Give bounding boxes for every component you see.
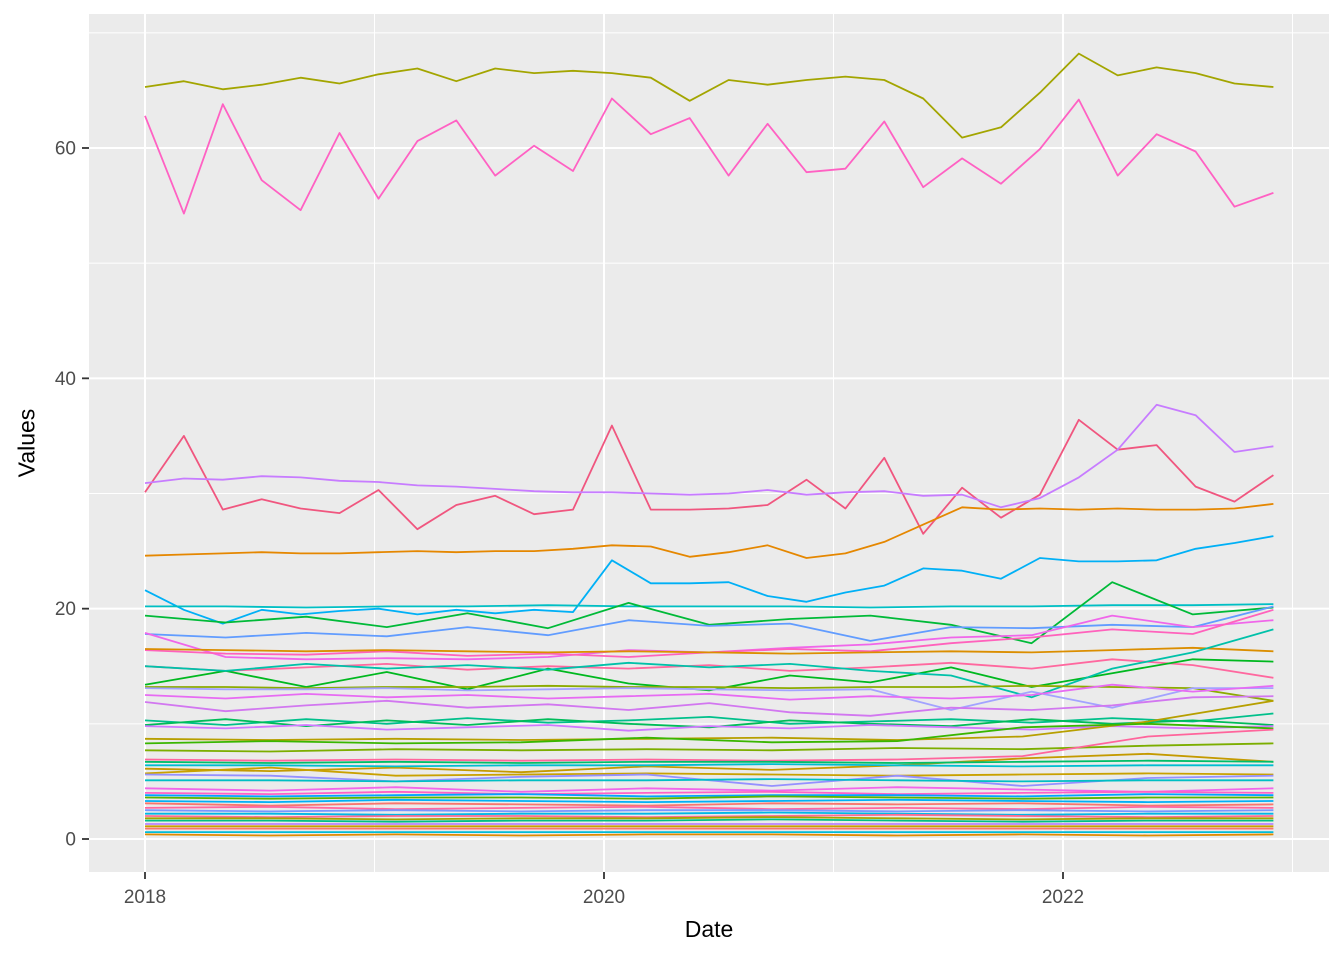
series-line	[145, 763, 1274, 768]
series-line	[144, 833, 1274, 837]
series-line	[144, 646, 1274, 655]
series-line	[145, 811, 1274, 816]
y-tick-label: 0	[65, 830, 76, 851]
series-line	[144, 722, 1274, 745]
series-line	[144, 52, 1274, 139]
x-axis-title: Date	[684, 916, 734, 942]
series-line	[144, 97, 1274, 215]
series-line	[144, 687, 1274, 711]
y-tick-label: 40	[55, 369, 76, 390]
series-line	[144, 605, 1274, 642]
series-line	[145, 816, 1274, 821]
plot-panel	[89, 14, 1329, 872]
series-line	[144, 695, 1274, 717]
series-line	[144, 581, 1274, 645]
series-line	[144, 712, 1274, 726]
series-line	[144, 790, 1274, 795]
series-line	[144, 798, 1274, 803]
series-line	[144, 628, 1274, 699]
y-tick-label: 20	[55, 599, 76, 620]
series-line	[145, 603, 1274, 609]
series-line	[144, 699, 1274, 741]
series-line	[145, 818, 1274, 823]
series-line	[144, 535, 1274, 625]
series-line	[144, 793, 1274, 798]
series-line	[144, 766, 1274, 777]
series-line	[144, 795, 1274, 800]
series-line	[144, 403, 1274, 509]
y-axis-title: Values	[13, 408, 40, 478]
series-line	[144, 683, 1274, 701]
series-line	[144, 802, 1274, 807]
x-tick-label: 2018	[124, 887, 166, 908]
y-tick-label: 60	[55, 138, 76, 159]
series-line	[145, 778, 1274, 783]
series-line	[144, 805, 1274, 810]
series-line	[144, 503, 1274, 559]
series-line	[144, 742, 1274, 753]
series-line	[144, 718, 1274, 729]
series-line	[144, 752, 1274, 774]
x-tick-label: 2022	[1042, 887, 1084, 908]
series-line	[144, 809, 1274, 813]
series-line	[144, 813, 1274, 818]
series-line	[144, 418, 1274, 535]
series-line	[144, 786, 1274, 793]
x-tick-label: 2020	[583, 887, 625, 908]
series-line	[145, 684, 1274, 702]
series-line	[144, 724, 1274, 732]
series-line	[144, 759, 1274, 764]
series-line	[144, 728, 1274, 762]
